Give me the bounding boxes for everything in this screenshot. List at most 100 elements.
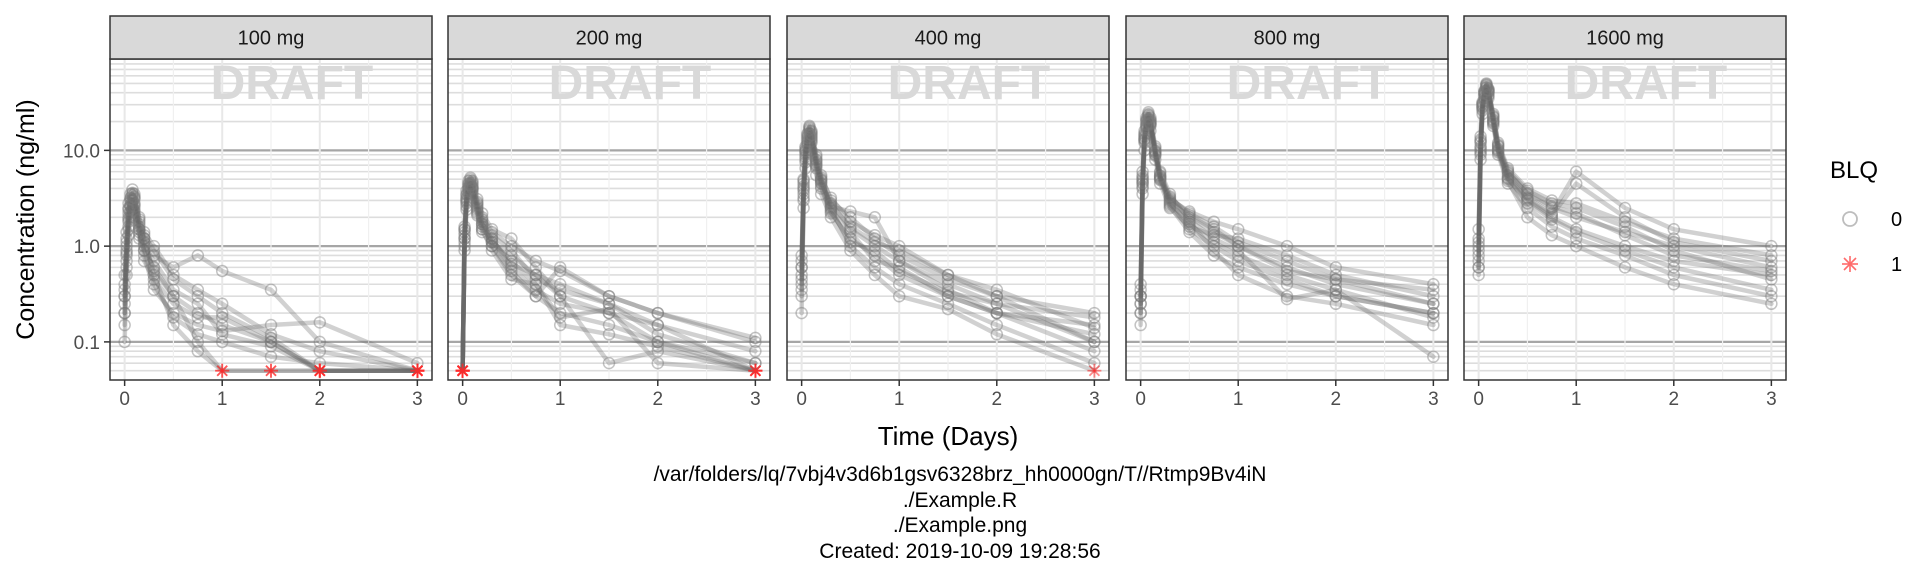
facet-panel-0: DRAFT 100 mg 0 1 2 3 <box>109 15 433 410</box>
data-point <box>814 172 828 186</box>
data-point <box>167 289 180 303</box>
data-point <box>1618 239 1632 253</box>
data-point <box>1569 177 1583 190</box>
data-point <box>128 198 141 212</box>
data-point <box>458 235 471 249</box>
data-point <box>814 171 828 184</box>
data-point <box>1183 209 1196 222</box>
data-point <box>120 268 133 282</box>
data-point <box>460 200 473 213</box>
data-point <box>118 268 131 282</box>
data-point <box>892 277 906 291</box>
data-point <box>602 297 616 311</box>
data-point <box>1765 249 1778 262</box>
data-point <box>1136 171 1149 184</box>
data-point <box>1474 130 1487 143</box>
data-point <box>810 162 823 175</box>
subject-line <box>1138 119 1436 316</box>
data-point <box>1134 306 1147 320</box>
data-point <box>1149 148 1162 162</box>
data-point <box>799 140 812 153</box>
data-point <box>651 340 665 353</box>
data-point <box>118 318 131 332</box>
data-point <box>191 297 205 311</box>
data-point <box>1491 148 1505 162</box>
data-point <box>485 235 499 249</box>
data-point <box>475 225 489 239</box>
data-point <box>1138 134 1151 148</box>
data-point <box>464 177 477 190</box>
legend-title: BLQ <box>1830 157 1878 184</box>
data-point <box>1501 168 1515 182</box>
data-point <box>133 217 146 231</box>
data-point <box>1501 164 1515 177</box>
data-point <box>462 183 475 196</box>
data-point <box>1521 184 1534 197</box>
data-point <box>892 254 906 268</box>
data-point <box>1136 187 1149 201</box>
data-point <box>1134 306 1147 320</box>
data-point <box>126 203 139 216</box>
data-point <box>553 283 567 297</box>
data-point <box>485 239 499 253</box>
data-point <box>1144 117 1157 130</box>
data-point <box>1667 223 1681 236</box>
data-point <box>749 331 762 345</box>
data-point <box>1765 297 1778 311</box>
subject-line <box>1138 123 1436 328</box>
data-point <box>485 223 499 236</box>
subject-line <box>1138 112 1436 293</box>
data-point <box>1521 192 1534 206</box>
data-point <box>824 207 838 220</box>
blq-point-stroke <box>265 365 277 377</box>
facet-label: 100 mg <box>238 28 305 50</box>
data-point <box>1427 306 1440 320</box>
data-point <box>810 153 823 166</box>
data-point <box>1472 254 1485 268</box>
data-point <box>824 197 838 210</box>
data-point <box>801 131 814 145</box>
data-point <box>1482 82 1495 96</box>
concentration-time-chart: DRAFT 100 mg 0 1 2 3 DRAFT 200 mg 0 1 2 3 DRAFT 400 m… <box>12 15 1902 451</box>
data-point <box>553 261 567 274</box>
data-point <box>1207 235 1221 249</box>
data-point <box>264 335 278 349</box>
data-point <box>485 235 499 249</box>
x-tick-label: 3 <box>1089 389 1100 410</box>
data-point <box>892 249 906 262</box>
data-point <box>1231 249 1245 262</box>
data-point <box>844 220 857 233</box>
data-point <box>1280 292 1294 306</box>
data-point <box>1765 264 1778 278</box>
data-point <box>485 225 499 239</box>
data-point <box>1231 223 1245 236</box>
data-point <box>1501 174 1515 188</box>
data-point <box>941 285 955 299</box>
data-point <box>1142 114 1155 127</box>
data-point <box>1476 100 1489 114</box>
data-point <box>120 244 133 257</box>
data-point <box>1149 147 1162 161</box>
subject-line <box>122 198 420 373</box>
data-point <box>124 200 137 213</box>
data-point <box>1472 268 1485 282</box>
data-point <box>505 232 518 245</box>
data-point <box>167 268 180 282</box>
data-point <box>137 249 151 262</box>
data-point <box>133 223 146 236</box>
data-point <box>1474 140 1487 153</box>
data-point <box>458 223 471 236</box>
data-point <box>1480 77 1493 90</box>
data-point <box>462 180 475 193</box>
legend-asterisk-stroke <box>1843 257 1857 271</box>
data-point <box>1545 200 1559 213</box>
data-point <box>805 127 818 140</box>
data-point <box>1149 142 1162 155</box>
data-point <box>1487 111 1500 124</box>
data-point <box>1144 117 1157 130</box>
data-point <box>505 264 518 278</box>
draft-watermark: DRAFT <box>1565 57 1728 110</box>
data-point <box>602 297 616 311</box>
data-point <box>1140 118 1153 132</box>
data-point <box>1476 97 1489 110</box>
